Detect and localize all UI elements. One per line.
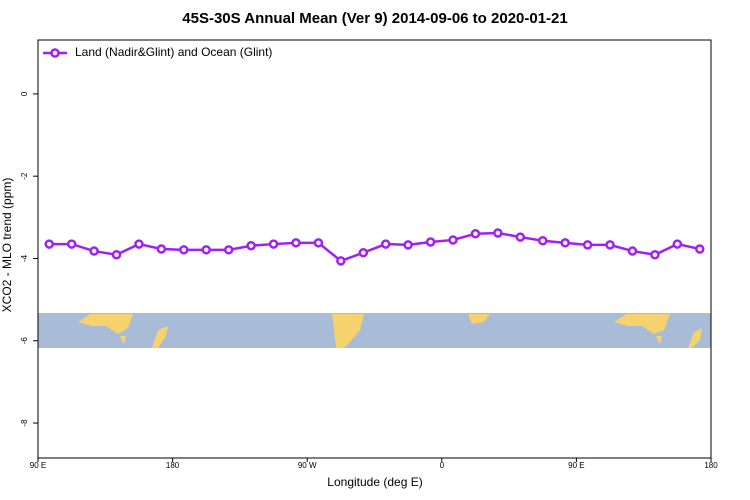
y-tick-label: -6 (20, 337, 29, 345)
y-tick-label: -2 (20, 172, 29, 180)
data-point (201, 245, 211, 255)
y-tick-label: -8 (20, 419, 29, 427)
data-point (448, 235, 458, 245)
x-tick-label: 180 (166, 461, 180, 470)
data-point (66, 239, 77, 249)
data-point (134, 239, 144, 249)
data-point (246, 240, 256, 251)
data-point (425, 237, 436, 247)
data-point (223, 245, 234, 255)
data-point (403, 240, 413, 250)
data-point (111, 250, 122, 260)
data-point (313, 238, 324, 248)
data-point (336, 256, 346, 266)
data-point (44, 239, 54, 249)
data-point (470, 229, 481, 239)
x-tick-label: 90 E (568, 461, 584, 470)
data-point (380, 239, 391, 249)
data-point (179, 245, 189, 255)
data-point (291, 238, 301, 248)
data-point (156, 244, 167, 254)
data-point (268, 239, 279, 249)
data-point (560, 238, 570, 248)
data-point (627, 246, 638, 256)
y-tick-label: -4 (20, 254, 29, 262)
data-point (515, 232, 526, 242)
data-point (695, 244, 705, 254)
series-line (49, 231, 701, 263)
x-axis-label: Longitude (deg E) (327, 475, 422, 489)
data-point (493, 228, 503, 238)
y-tick-label: 0 (20, 91, 29, 96)
x-tick-label: 90 W (298, 461, 317, 470)
data-point (582, 240, 593, 250)
data-point (672, 239, 683, 249)
y-axis-label: XCO2 - MLO trend (ppm) (0, 178, 14, 313)
data-point (605, 240, 615, 250)
x-tick-label: 90 E (30, 461, 46, 470)
data-point (538, 236, 548, 246)
legend-label: Land (Nadir&Glint) and Ocean (Glint) (75, 45, 272, 59)
x-tick-label: 180 (704, 461, 718, 470)
x-tick-label: 0 (440, 461, 445, 470)
data-point (358, 247, 369, 258)
data-point (650, 250, 660, 260)
data-point (89, 246, 99, 256)
map-strip (38, 313, 711, 348)
chart-title: 45S-30S Annual Mean (Ver 9) 2014-09-06 t… (182, 10, 567, 27)
legend-marker (50, 48, 60, 58)
plot-frame (37, 39, 712, 459)
